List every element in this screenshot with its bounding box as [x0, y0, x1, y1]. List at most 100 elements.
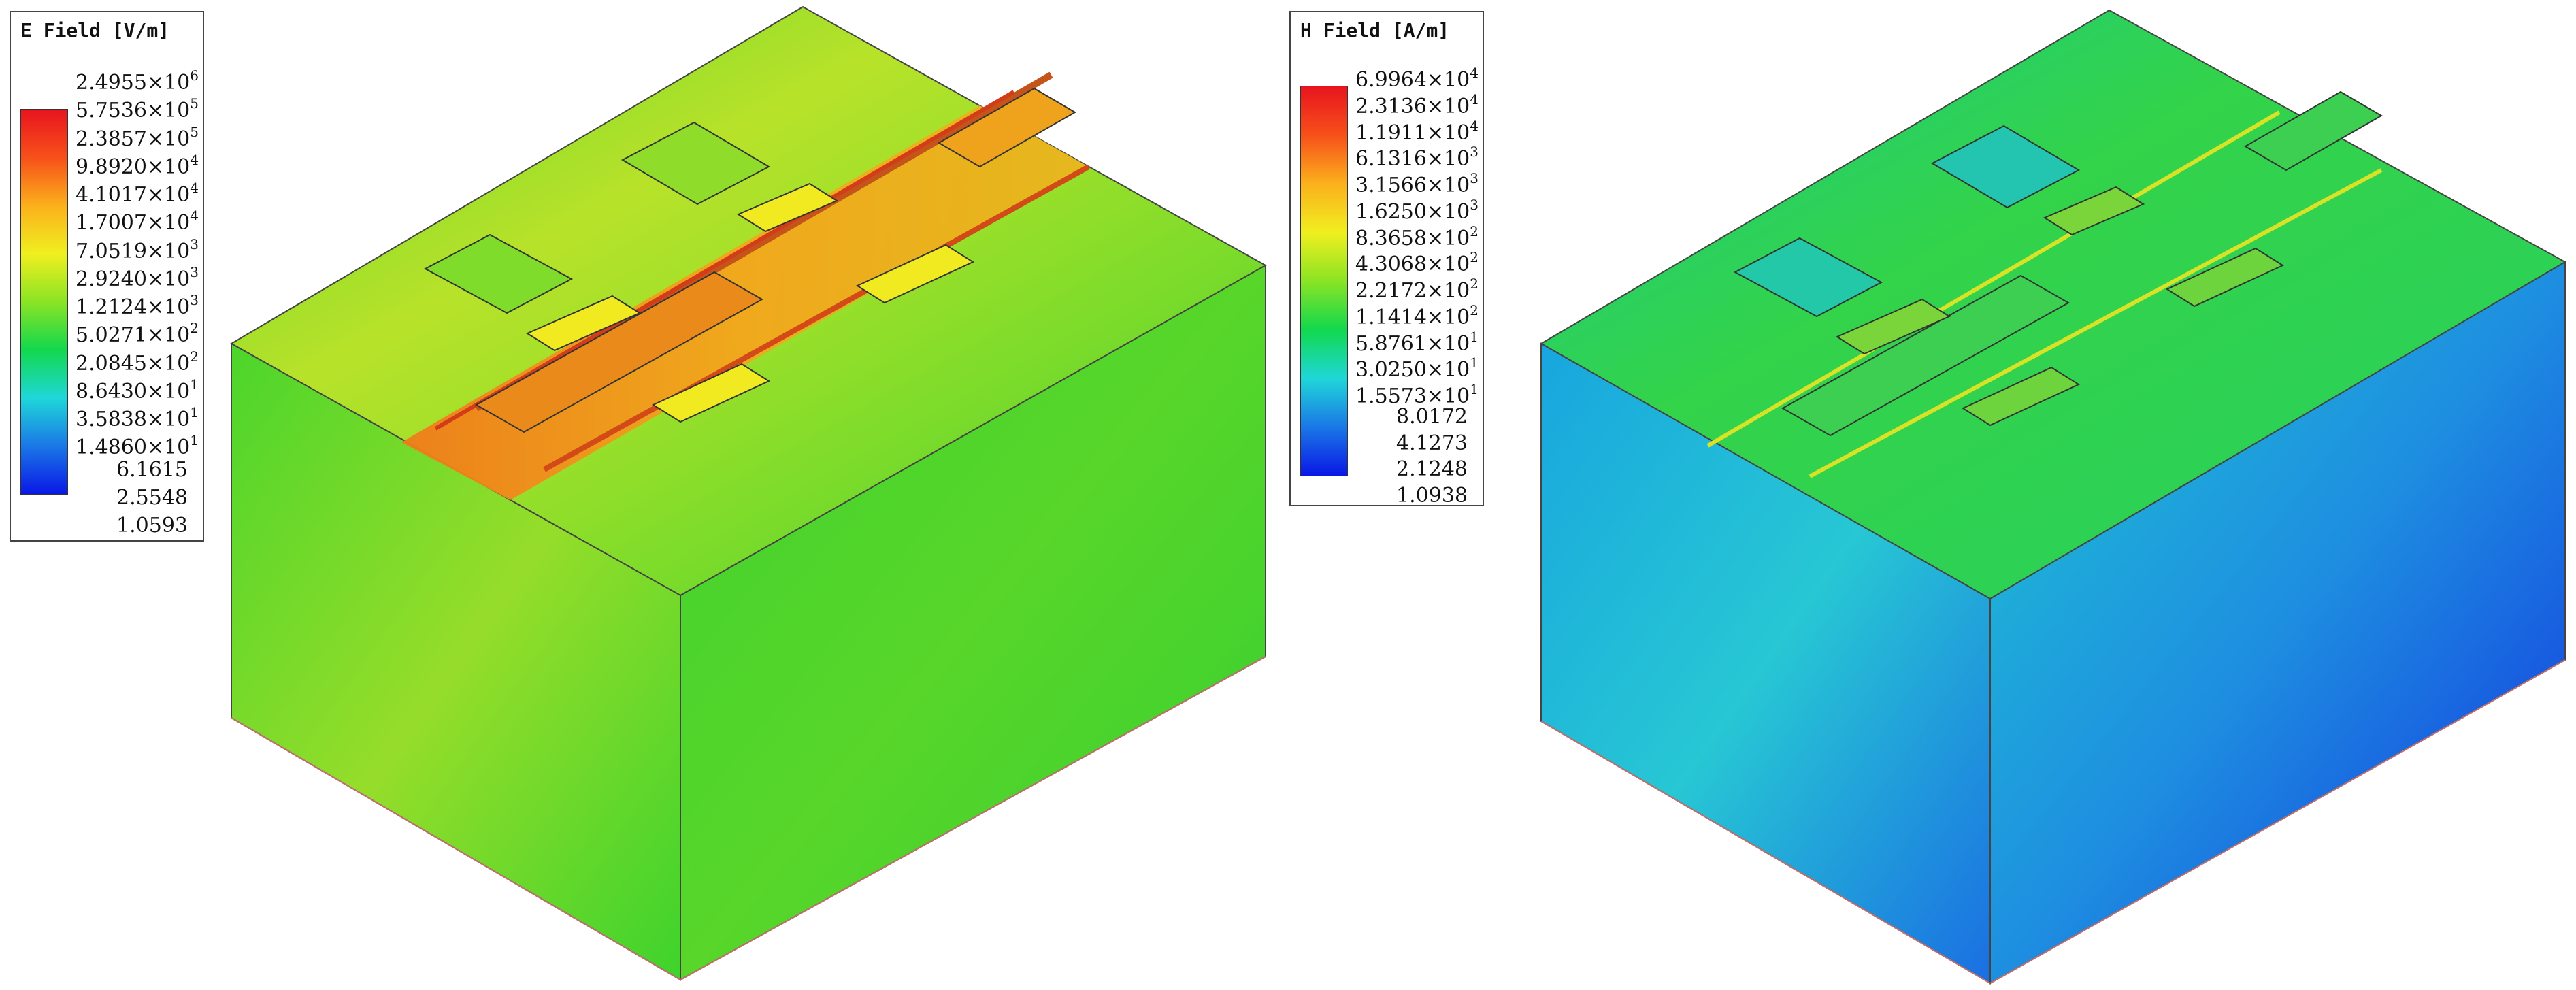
tick-exponent: 5: [190, 123, 199, 140]
tick-exponent: 2: [190, 348, 199, 365]
tick-exponent: 1: [1470, 354, 1479, 372]
e-bottom-edge: [680, 656, 1266, 980]
tick-mantissa: 6.9964×10: [1355, 68, 1470, 92]
tick-mantissa: 8.0172: [1396, 404, 1468, 429]
e-field-legend: E Field [V/m] 2.4955×106 5.7536×105 2.3857…: [10, 11, 204, 542]
e-pad: [855, 244, 975, 304]
color-bar: [20, 109, 68, 495]
legend-tick-label: 8.3658×102: [1355, 222, 1479, 249]
legend-tick-label: 1.1911×104: [1355, 117, 1479, 144]
tick-exponent: 3: [190, 292, 199, 308]
tick-mantissa: 2.5548: [116, 485, 188, 510]
legend-tick-label: 1.5573×101: [1355, 380, 1479, 407]
h-strip-line: [1809, 168, 2383, 478]
e-strip-line: [543, 164, 1090, 472]
e-pocket: [621, 121, 771, 205]
tick-exponent: 4: [190, 208, 199, 225]
tick-mantissa: 3.5838×10: [75, 408, 191, 431]
e-pocket: [423, 233, 574, 314]
legend-tick-label: 5.0271×102: [76, 319, 199, 346]
legend-tick-label: 4.3068×102: [1355, 248, 1479, 275]
tick-mantissa: 5.0271×10: [75, 323, 191, 348]
legend-tick-label: 2.2172×102: [1355, 275, 1479, 301]
tick-mantissa: 4.1273: [1396, 431, 1468, 455]
tick-exponent: 5: [190, 95, 199, 112]
h-strip-line: [1706, 110, 2281, 448]
h-bottom-edge: [1540, 721, 1991, 984]
h-pad: [1961, 366, 2081, 427]
legend-tick-label: 5.7536×105: [76, 95, 199, 121]
tick-mantissa: 1.6250×10: [1355, 199, 1470, 224]
legend-tick-label: 1.0593: [116, 516, 199, 536]
tick-exponent: 1: [1470, 328, 1479, 345]
tick-exponent: 2: [1470, 301, 1479, 318]
tick-exponent: 4: [190, 180, 199, 196]
legend-tick-label: 2.5548: [116, 485, 199, 510]
tick-mantissa: 1.0938: [1396, 484, 1468, 508]
tick-exponent: 3: [190, 235, 199, 252]
h-strip-segment: [2244, 90, 2383, 171]
tick-exponent: 1: [190, 404, 199, 420]
tick-mantissa: 2.3857×10: [75, 127, 191, 151]
tick-mantissa: 6.1316×10: [1355, 147, 1470, 171]
legend-tick-label: 1.2124×103: [76, 291, 199, 318]
tick-exponent: 2: [1470, 222, 1479, 240]
h-bottom-edge: [1989, 659, 2566, 984]
tick-mantissa: 4.3068×10: [1355, 252, 1470, 277]
tick-mantissa: 2.0845×10: [75, 351, 191, 376]
legend-tick-label: 6.9964×104: [1355, 64, 1479, 90]
legend-tick-label: 5.8761×101: [1355, 328, 1479, 354]
h-pad: [2165, 247, 2285, 308]
legend-tick-label: 1.1414×102: [1355, 301, 1479, 328]
tick-exponent: 3: [1470, 144, 1479, 161]
e-pad: [651, 363, 771, 423]
tick-exponent: 3: [1470, 170, 1479, 186]
tick-mantissa: 2.3136×10: [1355, 94, 1470, 118]
legend-tick-label: 2.1248: [1396, 459, 1479, 480]
legend-title: H Field [A/m]: [1300, 19, 1450, 42]
e-field-box: [229, 5, 1268, 981]
tick-mantissa: 1.2124×10: [75, 295, 191, 319]
h-field-box: [1540, 9, 2567, 985]
tick-mantissa: 1.1911×10: [1355, 120, 1470, 145]
e-strip-segment: [474, 271, 764, 433]
legend-tick-label: 2.4955×106: [76, 67, 199, 93]
color-bar: [1300, 86, 1348, 476]
tick-exponent: 2: [1470, 249, 1479, 266]
legend-tick-label: 2.3136×104: [1355, 90, 1479, 117]
tick-exponent: 4: [1470, 65, 1479, 81]
tick-mantissa: 5.8761×10: [1355, 331, 1470, 356]
legend-tick-label: 4.1017×104: [76, 179, 199, 205]
tick-mantissa: 3.0250×10: [1355, 358, 1470, 382]
tick-exponent: 2: [190, 320, 199, 337]
tick-mantissa: 2.9240×10: [75, 267, 191, 291]
h-pocket: [1733, 237, 1883, 318]
tick-mantissa: 9.8920×10: [75, 154, 191, 179]
tick-mantissa: 1.4860×10: [75, 435, 191, 460]
tick-exponent: 3: [1470, 196, 1479, 213]
legend-tick-label: 3.5838×101: [76, 403, 199, 430]
h-pad: [2043, 186, 2145, 236]
legend-ticks: 6.9964×104 2.3136×104 1.1911×104 6.1316×103…: [1352, 64, 1479, 506]
tick-mantissa: 1.0593: [116, 514, 188, 538]
tick-mantissa: 8.6430×10: [75, 379, 191, 403]
legend-tick-label: 8.6430×101: [76, 376, 199, 402]
legend-tick-label: 1.0938: [1396, 486, 1479, 506]
legend-tick-label: 2.0845×102: [76, 348, 199, 374]
e-pad: [736, 182, 839, 233]
legend-tick-label: 2.9240×103: [76, 263, 199, 290]
legend-tick-label: 3.0250×101: [1355, 354, 1479, 380]
legend-title: E Field [V/m]: [20, 19, 170, 42]
h-field-legend: H Field [A/m] 6.9964×104 2.3136×104 1.1911…: [1289, 11, 1484, 506]
legend-tick-label: 1.6250×103: [1355, 196, 1479, 222]
h-pad: [1835, 298, 1951, 355]
tick-mantissa: 6.1615: [116, 457, 188, 482]
tick-mantissa: 4.1017×10: [75, 183, 191, 207]
tick-mantissa: 5.7536×10: [75, 99, 191, 123]
tick-exponent: 1: [190, 376, 199, 393]
tick-exponent: 4: [1470, 117, 1479, 134]
legend-tick-label: 2.3857×105: [76, 123, 199, 150]
tick-mantissa: 3.1566×10: [1355, 174, 1470, 197]
legend-tick-label: 7.0519×103: [76, 235, 199, 262]
tick-exponent: 3: [190, 263, 199, 280]
